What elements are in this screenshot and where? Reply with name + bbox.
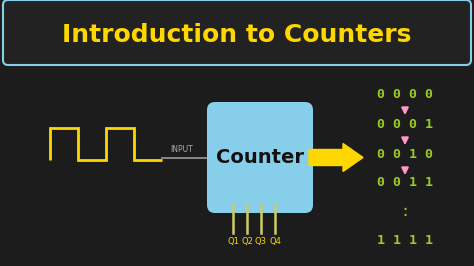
- Text: Counter: Counter: [216, 148, 304, 167]
- Text: INPUT: INPUT: [170, 144, 193, 153]
- Text: Introduction to Counters: Introduction to Counters: [62, 23, 412, 47]
- FancyArrow shape: [309, 143, 363, 172]
- FancyBboxPatch shape: [207, 102, 313, 213]
- Text: :: :: [401, 205, 410, 219]
- Text: Q1: Q1: [227, 237, 239, 246]
- FancyBboxPatch shape: [3, 0, 471, 65]
- Text: 0 0 0 0: 0 0 0 0: [377, 89, 433, 102]
- Text: 0 0 1 1: 0 0 1 1: [377, 177, 433, 189]
- Text: Q3: Q3: [255, 237, 267, 246]
- Text: 1 1 1 1: 1 1 1 1: [377, 234, 433, 247]
- Text: 0 0 1 0: 0 0 1 0: [377, 148, 433, 161]
- Text: Q2: Q2: [241, 237, 253, 246]
- Text: Q4: Q4: [269, 237, 281, 246]
- Text: 0 0 0 1: 0 0 0 1: [377, 118, 433, 131]
